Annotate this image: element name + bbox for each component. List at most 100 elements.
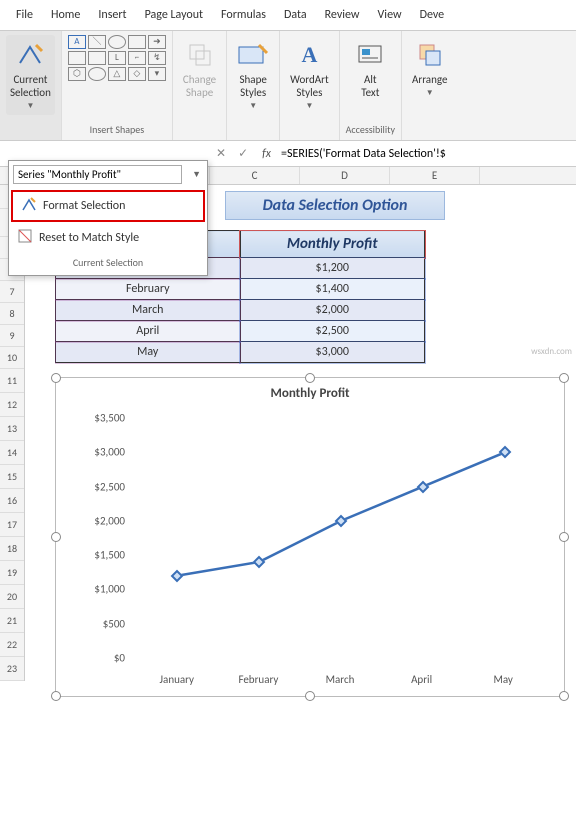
shape-styles-label: Shape Styles [239,73,266,99]
shape-line2-icon[interactable]: L [108,51,126,65]
row-header[interactable]: 19 [0,561,24,585]
format-selection-icon [21,196,37,216]
col-header-c[interactable]: C [210,167,300,184]
menu-review[interactable]: Review [317,4,368,26]
chart-handle[interactable] [305,691,315,701]
fx-label[interactable]: fx [254,147,279,161]
shape-diamond-icon[interactable]: ◇ [128,67,146,81]
chart-line-series[interactable] [136,418,544,656]
chart-handle[interactable] [51,532,61,542]
cell-month[interactable]: February [56,279,241,300]
chart-ytick: $2,000 [94,514,125,527]
menu-home[interactable]: Home [43,4,88,26]
row-header[interactable]: 23 [0,657,24,681]
row-header[interactable]: 9 [0,325,24,347]
current-selection-button[interactable]: Current Selection ▼ [6,35,55,115]
shape-styles-button[interactable]: Shape Styles ▼ [233,35,273,115]
arrange-icon [414,39,446,71]
arrange-button[interactable]: Arrange ▼ [408,35,451,102]
alt-text-button[interactable]: Alt Text [350,35,390,103]
shape-tri-icon[interactable]: △ [108,67,126,81]
shape-line3-icon[interactable]: ⌐ [128,51,146,65]
row-header[interactable]: 10 [0,347,24,369]
shape-arrow-icon[interactable]: ➜ [148,35,166,49]
row-header[interactable]: 17 [0,513,24,537]
menu-page-layout[interactable]: Page Layout [137,4,211,26]
chart-ytick: $1,500 [94,549,125,562]
format-selection-label: Format Selection [43,199,125,213]
chart-handle[interactable] [51,373,61,383]
chart[interactable]: Monthly Profit $0$500$1,000$1,500$2,000$… [55,377,565,697]
row-header[interactable]: 21 [0,609,24,633]
chart-handle[interactable] [305,373,315,383]
shape-more-icon[interactable]: ▾ [148,67,166,81]
menu-file[interactable]: File [8,4,41,26]
cell-profit[interactable]: $1,200 [240,258,425,279]
col-header-d[interactable]: D [300,167,390,184]
change-shape-button[interactable]: Change Shape [179,35,220,103]
cell-month[interactable]: May [56,342,241,363]
chevron-down-icon[interactable]: ▼ [186,169,207,180]
ribbon: Current Selection ▼ A ＼ ➜ L ⌐ ↯ ⬡ △ ◇ ▾ … [0,31,576,141]
shape-textbox-icon[interactable]: A [68,35,86,49]
chart-handle[interactable] [51,691,61,701]
chevron-down-icon: ▼ [305,101,313,111]
formula-accept-icon[interactable]: ✓ [232,146,254,161]
wordart-styles-icon: A [293,39,325,71]
chart-handle[interactable] [559,532,569,542]
chart-y-axis: $0$500$1,000$1,500$2,000$2,500$3,000$3,5… [56,418,131,656]
cell-month[interactable]: April [56,321,241,342]
shape-circle-icon[interactable] [88,67,106,81]
table-row: May$3,000 [56,342,425,363]
row-header[interactable]: 11 [0,369,24,393]
row-header[interactable]: 22 [0,633,24,657]
chart-ytick: $1,000 [94,583,125,596]
reset-style-label: Reset to Match Style [39,231,139,245]
row-header[interactable]: 14 [0,441,24,465]
row-header[interactable]: 7 [0,281,24,303]
reset-to-match-style-item[interactable]: Reset to Match Style [9,224,207,252]
shape-hex-icon[interactable]: ⬡ [68,67,86,81]
menu-formulas[interactable]: Formulas [213,4,274,26]
wordart-styles-button[interactable]: A WordArt Styles ▼ [286,35,332,115]
series-select[interactable] [13,165,182,184]
chart-x-axis: JanuaryFebruaryMarchAprilMay [136,673,544,686]
menu-data[interactable]: Data [276,4,315,26]
format-selection-item[interactable]: Format Selection [11,190,205,222]
shape-oval-icon[interactable] [108,35,126,49]
row-header[interactable]: 20 [0,585,24,609]
alt-text-label: Alt Text [361,73,379,99]
col-header-e[interactable]: E [390,167,480,184]
menu-bar: File Home Insert Page Layout Formulas Da… [0,0,576,31]
shape-rect2-icon[interactable] [68,51,86,65]
formula-input[interactable] [279,145,576,163]
shape-line-icon[interactable]: ＼ [88,35,106,49]
shape-gallery[interactable]: A ＼ ➜ L ⌐ ↯ ⬡ △ ◇ ▾ [68,35,166,81]
header-monthly-profit[interactable]: Monthly Profit [240,231,425,258]
cell-month[interactable]: March [56,300,241,321]
row-header[interactable]: 18 [0,537,24,561]
menu-insert[interactable]: Insert [90,4,134,26]
dropdown-panel-label: Current Selection [9,252,207,275]
row-header[interactable]: 15 [0,465,24,489]
cell-profit[interactable]: $1,400 [240,279,425,300]
formula-cancel-icon[interactable]: ✕ [210,146,232,161]
row-header[interactable]: 16 [0,489,24,513]
alt-text-icon [354,39,386,71]
chart-handle[interactable] [559,373,569,383]
row-header[interactable]: 13 [0,417,24,441]
row-header[interactable]: 8 [0,303,24,325]
row-header[interactable]: 12 [0,393,24,417]
cell-profit[interactable]: $2,500 [240,321,425,342]
shape-rect-icon[interactable] [128,35,146,49]
chart-plot-area[interactable] [136,418,544,656]
menu-developer[interactable]: Deve [412,4,453,26]
shape-rect3-icon[interactable] [88,51,106,65]
menu-view[interactable]: View [370,4,410,26]
shape-curve-icon[interactable]: ↯ [148,51,166,65]
cell-profit[interactable]: $2,000 [240,300,425,321]
change-shape-label: Change Shape [183,73,216,99]
chart-ytick: $3,500 [94,412,125,425]
cell-profit[interactable]: $3,000 [240,342,425,363]
chart-handle[interactable] [559,691,569,701]
